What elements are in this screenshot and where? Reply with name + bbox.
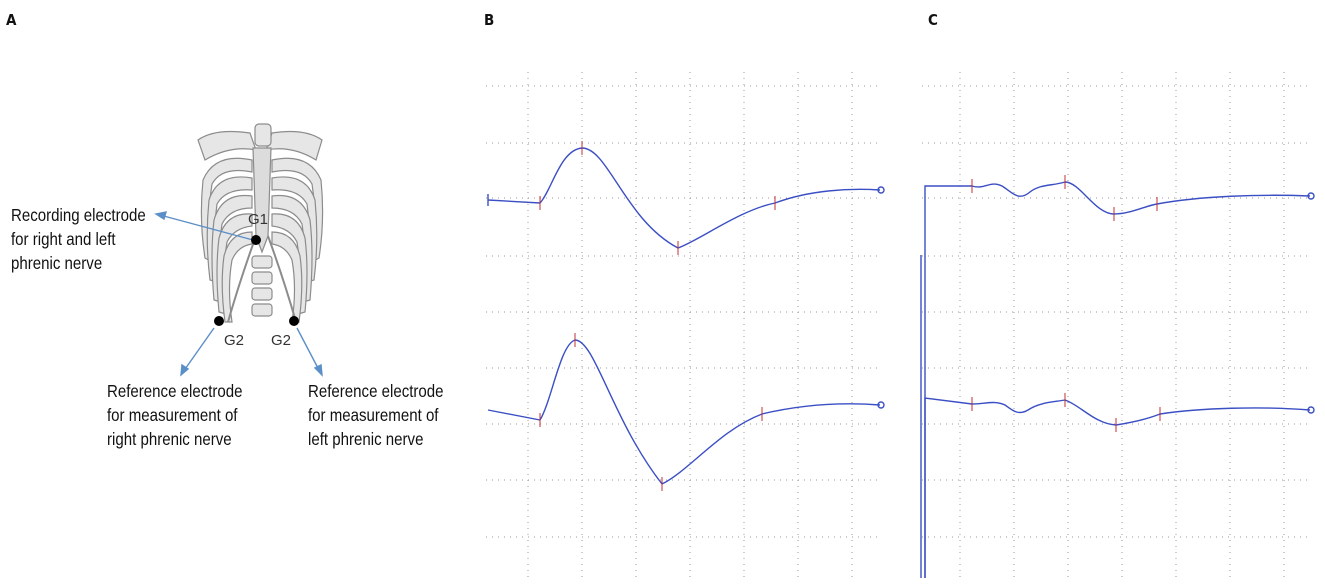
panel-c-grid (922, 72, 1312, 578)
panel-b-markers (539, 141, 776, 491)
panel-b-grid (486, 72, 880, 578)
panel-c-traces (920, 181, 1315, 578)
electrode-g2-right (214, 316, 224, 326)
annotation-arrows (154, 211, 323, 377)
electrode-g2-left (289, 316, 299, 326)
reference-electrode-right-label: Reference electrode for measurement of r… (107, 381, 243, 449)
electrode-g1 (251, 235, 261, 245)
g2-right-label: G2 (224, 332, 244, 349)
panel-a-letter: A (6, 11, 17, 29)
panel-c-letter: C (928, 11, 938, 29)
panel-b-letter: B (484, 11, 495, 29)
reference-electrode-left-label: Reference electrode for measurement of l… (308, 381, 444, 449)
rib-cage-illustration (197, 123, 324, 323)
panel-c-markers (971, 175, 1161, 432)
g1-label: G1 (248, 211, 268, 228)
recording-electrode-label: Recording electrode for right and left p… (11, 205, 146, 273)
g2-left-label: G2 (271, 332, 291, 349)
